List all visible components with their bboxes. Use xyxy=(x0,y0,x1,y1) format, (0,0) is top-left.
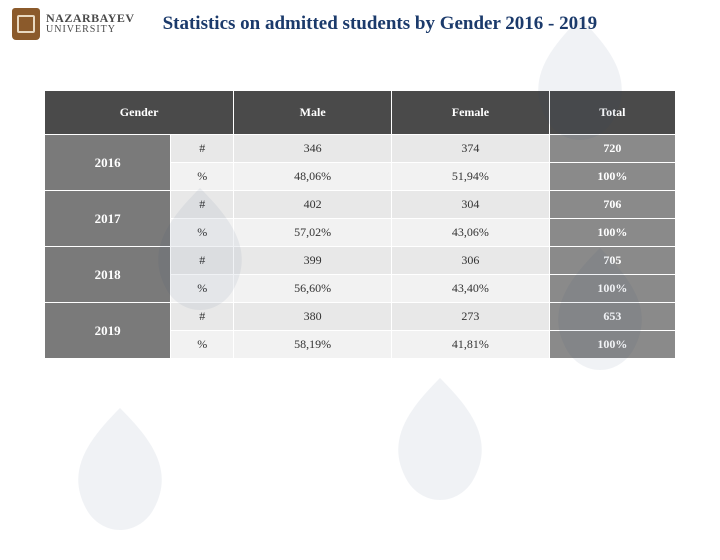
symbol-count: # xyxy=(171,247,234,275)
year-cell: 2016 xyxy=(45,135,171,191)
cell-male-count: 402 xyxy=(234,191,392,219)
year-cell: 2017 xyxy=(45,191,171,247)
cell-male-count: 399 xyxy=(234,247,392,275)
logo-line2: UNIVERSITY xyxy=(46,25,135,36)
cell-female-count: 304 xyxy=(392,191,550,219)
symbol-count: # xyxy=(171,303,234,331)
year-cell: 2019 xyxy=(45,303,171,359)
cell-female-count: 306 xyxy=(392,247,550,275)
cell-male-count: 380 xyxy=(234,303,392,331)
symbol-pct: % xyxy=(171,331,234,359)
header-female: Female xyxy=(392,91,550,135)
symbol-count: # xyxy=(171,191,234,219)
cell-female-pct: 43,06% xyxy=(392,219,550,247)
cell-male-pct: 57,02% xyxy=(234,219,392,247)
header-male: Male xyxy=(234,91,392,135)
cell-male-pct: 58,19% xyxy=(234,331,392,359)
cell-total-pct: 100% xyxy=(549,163,675,191)
table-row: 2016 # 346 374 720 xyxy=(45,135,676,163)
cell-male-pct: 48,06% xyxy=(234,163,392,191)
cell-total-pct: 100% xyxy=(549,331,675,359)
table-row: 2019 # 380 273 653 xyxy=(45,303,676,331)
header-total: Total xyxy=(549,91,675,135)
cell-female-count: 273 xyxy=(392,303,550,331)
header: NAZARBAYEV UNIVERSITY Statistics on admi… xyxy=(0,0,720,40)
cell-total-count: 720 xyxy=(549,135,675,163)
cell-female-pct: 41,81% xyxy=(392,331,550,359)
watermark-icon xyxy=(40,400,200,560)
cell-male-count: 346 xyxy=(234,135,392,163)
symbol-count: # xyxy=(171,135,234,163)
symbol-pct: % xyxy=(171,163,234,191)
cell-female-count: 374 xyxy=(392,135,550,163)
cell-total-pct: 100% xyxy=(549,275,675,303)
table-body: 2016 # 346 374 720 % 48,06% 51,94% 100% … xyxy=(45,135,676,359)
cell-total-pct: 100% xyxy=(549,219,675,247)
stats-table-container: Gender Male Female Total 2016 # 346 374 … xyxy=(44,90,676,359)
cell-female-pct: 51,94% xyxy=(392,163,550,191)
table-header-row: Gender Male Female Total xyxy=(45,91,676,135)
stats-table: Gender Male Female Total 2016 # 346 374 … xyxy=(44,90,676,359)
symbol-pct: % xyxy=(171,219,234,247)
header-gender: Gender xyxy=(45,91,234,135)
university-logo: NAZARBAYEV UNIVERSITY xyxy=(12,8,135,40)
cell-female-pct: 43,40% xyxy=(392,275,550,303)
watermark-icon xyxy=(360,370,520,530)
table-row: 2017 # 402 304 706 xyxy=(45,191,676,219)
page-title: Statistics on admitted students by Gende… xyxy=(163,13,598,35)
year-cell: 2018 xyxy=(45,247,171,303)
symbol-pct: % xyxy=(171,275,234,303)
cell-total-count: 653 xyxy=(549,303,675,331)
table-row: 2018 # 399 306 705 xyxy=(45,247,676,275)
cell-male-pct: 56,60% xyxy=(234,275,392,303)
cell-total-count: 706 xyxy=(549,191,675,219)
cell-total-count: 705 xyxy=(549,247,675,275)
logo-badge-icon xyxy=(12,8,40,40)
